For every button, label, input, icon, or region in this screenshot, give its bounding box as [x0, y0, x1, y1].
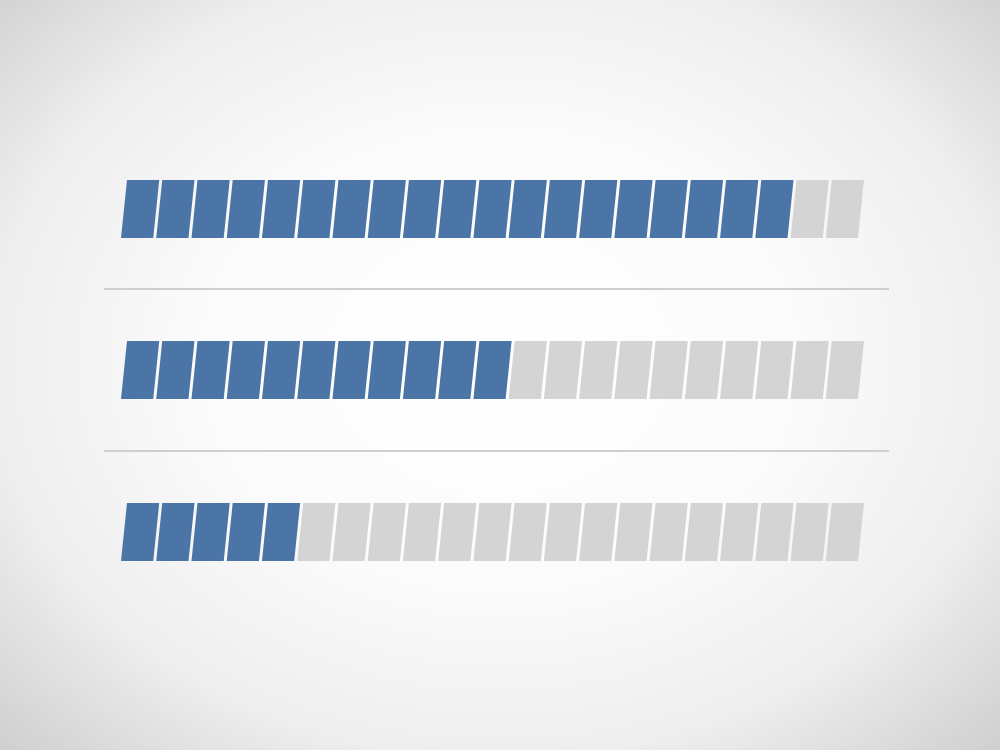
filled-segment	[156, 503, 195, 561]
empty-segment	[614, 341, 653, 399]
empty-segment	[367, 503, 406, 561]
empty-segment	[790, 180, 829, 238]
filled-segment	[367, 180, 406, 238]
empty-segment	[684, 341, 724, 399]
filled-segment	[297, 180, 336, 238]
filled-segment	[261, 180, 301, 238]
filled-segment	[121, 341, 160, 399]
empty-segment	[614, 503, 653, 561]
divider-2	[104, 450, 889, 452]
empty-segment	[649, 503, 688, 561]
filled-segment	[473, 341, 512, 399]
filled-segment	[332, 180, 371, 238]
empty-segment	[755, 341, 794, 399]
empty-segment	[684, 503, 724, 561]
filled-segment	[297, 341, 336, 399]
progress-bar-2	[121, 341, 867, 399]
empty-segment	[332, 503, 371, 561]
progress-bar-1	[121, 180, 867, 238]
empty-segment	[790, 503, 829, 561]
filled-segment	[121, 503, 160, 561]
filled-segment	[402, 341, 442, 399]
filled-segment	[367, 341, 406, 399]
filled-segment	[121, 180, 160, 238]
empty-segment	[825, 180, 864, 238]
empty-segment	[825, 503, 864, 561]
filled-segment	[402, 180, 442, 238]
filled-segment	[332, 341, 371, 399]
filled-segment	[473, 180, 512, 238]
empty-segment	[579, 503, 618, 561]
empty-segment	[543, 341, 583, 399]
filled-segment	[755, 180, 794, 238]
empty-segment	[543, 503, 583, 561]
filled-segment	[579, 180, 618, 238]
filled-segment	[614, 180, 653, 238]
empty-segment	[790, 341, 829, 399]
empty-segment	[720, 341, 759, 399]
filled-segment	[508, 180, 547, 238]
filled-segment	[191, 341, 230, 399]
empty-segment	[473, 503, 512, 561]
empty-segment	[297, 503, 336, 561]
filled-segment	[684, 180, 724, 238]
filled-segment	[191, 503, 230, 561]
empty-segment	[825, 341, 864, 399]
filled-segment	[226, 341, 265, 399]
filled-segment	[226, 503, 265, 561]
filled-segment	[720, 180, 759, 238]
filled-segment	[156, 341, 195, 399]
progress-bar-3	[121, 503, 867, 561]
empty-segment	[508, 341, 547, 399]
progress-bar-3-segments	[121, 503, 864, 561]
empty-segment	[402, 503, 442, 561]
filled-segment	[543, 180, 583, 238]
progress-bar-2-segments	[121, 341, 864, 399]
filled-segment	[438, 180, 477, 238]
divider-1	[104, 288, 889, 290]
empty-segment	[649, 341, 688, 399]
empty-segment	[438, 503, 477, 561]
empty-segment	[579, 341, 618, 399]
filled-segment	[261, 341, 301, 399]
filled-segment	[649, 180, 688, 238]
progress-bar-1-segments	[121, 180, 864, 238]
filled-segment	[438, 341, 477, 399]
empty-segment	[755, 503, 794, 561]
filled-segment	[226, 180, 265, 238]
empty-segment	[508, 503, 547, 561]
filled-segment	[191, 180, 230, 238]
filled-segment	[261, 503, 301, 561]
filled-segment	[156, 180, 195, 238]
empty-segment	[720, 503, 759, 561]
